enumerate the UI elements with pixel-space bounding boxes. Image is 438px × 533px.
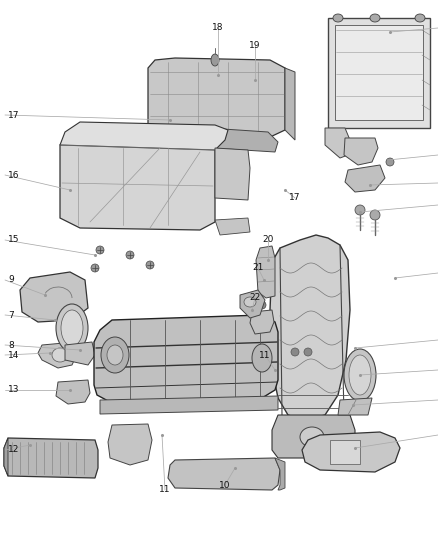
Polygon shape xyxy=(60,122,228,150)
Ellipse shape xyxy=(52,348,68,362)
Ellipse shape xyxy=(258,301,266,309)
Ellipse shape xyxy=(91,264,99,272)
Ellipse shape xyxy=(415,14,425,22)
Bar xyxy=(330,440,360,464)
Polygon shape xyxy=(338,398,372,415)
Polygon shape xyxy=(272,415,355,458)
Polygon shape xyxy=(256,246,275,298)
Polygon shape xyxy=(60,138,215,230)
Text: 17: 17 xyxy=(289,193,301,203)
Polygon shape xyxy=(240,290,265,318)
Text: 19: 19 xyxy=(249,41,261,50)
Text: 13: 13 xyxy=(8,385,20,394)
Ellipse shape xyxy=(146,261,154,269)
Polygon shape xyxy=(285,68,295,140)
Ellipse shape xyxy=(304,348,312,356)
Polygon shape xyxy=(345,165,385,192)
Polygon shape xyxy=(215,148,250,200)
Polygon shape xyxy=(215,218,250,235)
Polygon shape xyxy=(38,342,78,368)
Bar xyxy=(335,25,423,120)
Polygon shape xyxy=(302,432,400,472)
Text: 8: 8 xyxy=(8,341,14,350)
Polygon shape xyxy=(344,138,378,165)
Text: 10: 10 xyxy=(219,481,231,489)
Text: 14: 14 xyxy=(8,351,19,359)
Ellipse shape xyxy=(252,344,272,372)
Polygon shape xyxy=(4,438,98,478)
Ellipse shape xyxy=(386,158,394,166)
Text: 9: 9 xyxy=(8,276,14,285)
Text: 18: 18 xyxy=(212,23,224,33)
Ellipse shape xyxy=(126,251,134,259)
Ellipse shape xyxy=(61,310,83,346)
Ellipse shape xyxy=(355,205,365,215)
Polygon shape xyxy=(20,272,88,322)
Text: 11: 11 xyxy=(159,486,171,495)
Ellipse shape xyxy=(349,355,371,395)
Ellipse shape xyxy=(344,349,376,401)
Polygon shape xyxy=(270,235,350,420)
Polygon shape xyxy=(275,458,285,490)
Text: 12: 12 xyxy=(8,446,19,455)
Polygon shape xyxy=(100,396,278,414)
Polygon shape xyxy=(228,362,262,390)
Ellipse shape xyxy=(291,348,299,356)
Polygon shape xyxy=(94,315,278,402)
Ellipse shape xyxy=(211,54,219,66)
Polygon shape xyxy=(56,380,90,404)
Ellipse shape xyxy=(370,210,380,220)
Polygon shape xyxy=(4,438,8,476)
Polygon shape xyxy=(140,124,278,152)
Ellipse shape xyxy=(333,14,343,22)
Polygon shape xyxy=(108,424,152,465)
Text: 16: 16 xyxy=(8,171,20,180)
Text: 7: 7 xyxy=(8,311,14,319)
Ellipse shape xyxy=(300,427,324,447)
Polygon shape xyxy=(325,128,350,158)
Polygon shape xyxy=(148,58,285,138)
Text: 15: 15 xyxy=(8,236,20,245)
Ellipse shape xyxy=(96,246,104,254)
Ellipse shape xyxy=(244,297,256,307)
Polygon shape xyxy=(250,310,274,334)
Polygon shape xyxy=(168,458,280,490)
Text: 20: 20 xyxy=(262,236,274,245)
Ellipse shape xyxy=(107,345,123,365)
Ellipse shape xyxy=(370,14,380,22)
Text: 11: 11 xyxy=(259,351,271,359)
Text: 17: 17 xyxy=(8,110,20,119)
Ellipse shape xyxy=(101,337,129,373)
Polygon shape xyxy=(328,18,430,128)
Text: 22: 22 xyxy=(249,294,261,303)
Polygon shape xyxy=(65,342,95,365)
Text: 21: 21 xyxy=(252,263,264,272)
Ellipse shape xyxy=(56,304,88,352)
